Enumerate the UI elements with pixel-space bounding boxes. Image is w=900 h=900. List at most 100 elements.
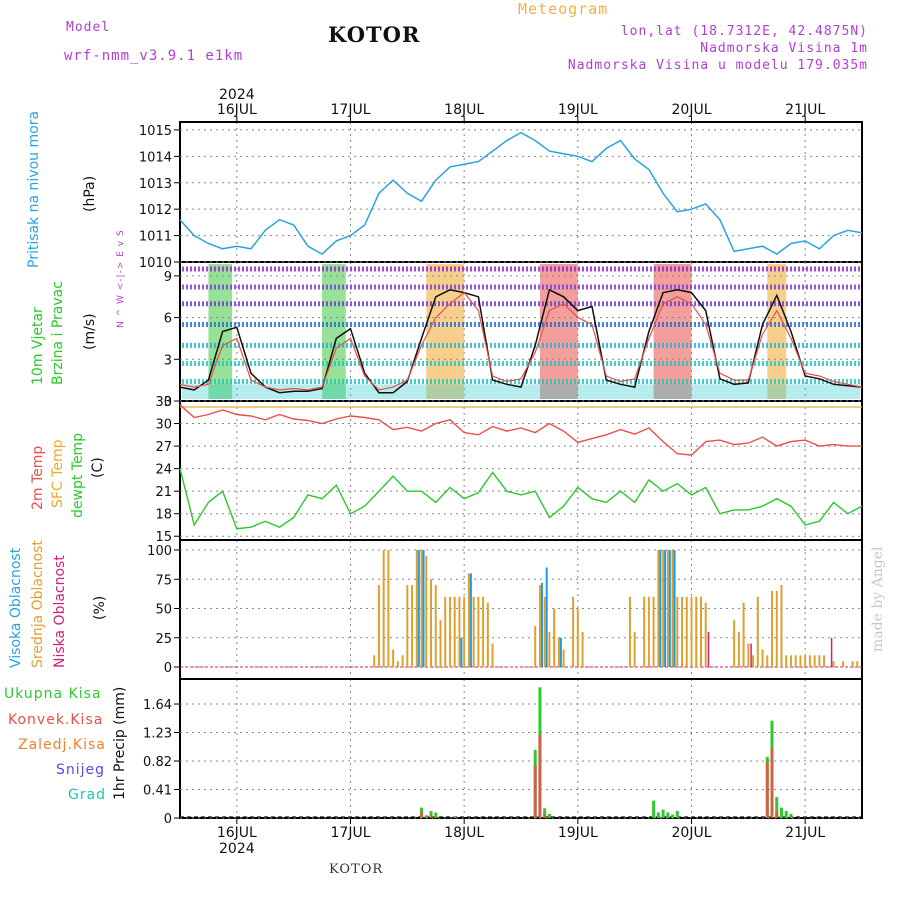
mid-cloud-bar [808, 655, 811, 667]
precip-ytick-label: 1.64 [143, 698, 172, 713]
mid-cloud-bar [557, 637, 560, 667]
mid-cloud-bar [444, 596, 447, 667]
total-rain-bar [424, 815, 428, 818]
wind-strong-band [767, 264, 787, 399]
mid-cloud-bar [491, 643, 494, 667]
mid-cloud-bar [628, 596, 631, 667]
top-day-label: 16JUL [217, 102, 257, 118]
precip-ytick-label: 1.23 [143, 727, 172, 742]
mid-cloud-bar [851, 661, 854, 667]
mid-cloud-bar [856, 661, 859, 667]
mid-cloud-bar [799, 655, 802, 667]
station-title: KOTOR [328, 22, 421, 47]
wind-calm-band [182, 384, 860, 399]
high-cloud-bar [673, 550, 676, 667]
wind-strong-band [653, 264, 692, 399]
mid-cloud-bar [737, 631, 740, 667]
mid-cloud-bar [467, 573, 470, 667]
mid-cloud-bar [842, 661, 845, 667]
total-rain-bar [666, 812, 670, 818]
mid-cloud-bar [453, 596, 456, 667]
bottom-day-label: 16JUL [217, 825, 257, 841]
panel-frame-3 [179, 539, 863, 680]
mid-cloud-bar [425, 555, 428, 667]
total-rain-bar [453, 816, 457, 818]
model-elevation-text: Nadmorska Visina u modelu 179.035m [567, 58, 868, 73]
convective-rain-bar [420, 812, 424, 818]
elevation-text: Nadmorska Visina 1m [700, 41, 868, 56]
low-cloud-bar [830, 637, 833, 667]
high-cloud-bar [422, 550, 425, 667]
mid-cloud-bar [401, 655, 404, 667]
wind-ytick-label: 9 [164, 270, 172, 285]
cloud-ytick-label: 75 [155, 573, 172, 588]
pressure-ytick-label: 1010 [139, 256, 172, 271]
convective-rain-bar [765, 762, 769, 818]
high-cloud-bar [668, 550, 671, 667]
mid-cloud-bar [633, 631, 636, 667]
convective-rain-bar [770, 748, 774, 818]
cloud-ytick-label: 100 [147, 544, 172, 559]
wind-strong-band [208, 264, 233, 399]
wind-speed-line [179, 288, 863, 394]
mid-cloud-bar [434, 585, 437, 667]
mid-cloud-bar [733, 620, 736, 667]
mid-cloud-bar [553, 608, 556, 667]
mid-cloud-bar [780, 585, 783, 667]
panel-frame-4 [179, 678, 863, 819]
mid-cloud-bar [538, 585, 541, 667]
temp-ytick-label: 15 [155, 530, 172, 545]
mid-cloud-bar [581, 631, 584, 667]
pressure-line [179, 131, 863, 256]
mid-cloud-bar [477, 596, 480, 667]
legend-hail: Grad [68, 787, 107, 803]
mid-cloud-bar [690, 596, 693, 667]
mid-cloud-bar [699, 596, 702, 667]
total-rain-bar [434, 812, 438, 818]
high-cloud-bar [460, 637, 463, 667]
convective-rain-bar [543, 813, 547, 818]
bottom-day-label: 19JUL [558, 825, 598, 841]
mid-cloud-bar [463, 596, 466, 667]
cloud-ytick-label: 25 [155, 632, 172, 647]
low-cloud-bar [750, 643, 752, 667]
high-cloud-bar [559, 637, 562, 667]
mid-cloud-bar [766, 655, 769, 667]
mid-cloud-bar [785, 655, 788, 667]
mid-cloud-bar [794, 655, 797, 667]
mid-cloud-bar [472, 596, 475, 667]
mid-cloud-bar [387, 550, 390, 667]
mid-cloud-bar [415, 550, 418, 667]
mid-cloud-bar [448, 596, 451, 667]
mid-cloud-bar [789, 655, 792, 667]
temp-ytick-label: 30 [155, 418, 172, 433]
high-cloud-bar [545, 567, 548, 667]
high-cloud-bar [469, 573, 472, 667]
model-label: Model [66, 20, 111, 35]
high-cloud-bar [540, 582, 543, 667]
pressure-ytick-label: 1013 [139, 177, 172, 192]
total-rain-bar [661, 809, 665, 818]
pressure-ytick-label: 1014 [139, 150, 172, 165]
temp-ytick-label: 33 [155, 395, 172, 410]
top-day-label: 19JUL [558, 102, 598, 118]
footer-station: KOTOR [329, 862, 384, 877]
panel-frame-0 [179, 121, 863, 263]
cloud-ytick-label: 50 [155, 603, 172, 618]
mid-cloud-bar [548, 631, 551, 667]
mid-cloud-bar [382, 550, 385, 667]
lonlat-text: lon,lat (18.7312E, 42.4875N) [620, 24, 868, 39]
mid-cloud-bar [666, 550, 669, 667]
model-name: wrf-nmm_v3.9.1 e1km [64, 48, 244, 64]
total-rain-bar [652, 800, 656, 818]
precip-ytick-label: 0.41 [143, 784, 172, 799]
legend-convective-rain: Konvek.Kisa [8, 712, 104, 728]
convective-rain-bar [533, 765, 537, 818]
pressure-ytick-label: 1011 [139, 230, 172, 245]
mid-cloud-bar [406, 585, 409, 667]
bottom-year-label: 2024 [219, 841, 255, 857]
mid-cloud-bar [695, 596, 698, 667]
mid-cloud-bar [534, 626, 537, 667]
cloud-ytick-label: 0 [164, 661, 172, 676]
